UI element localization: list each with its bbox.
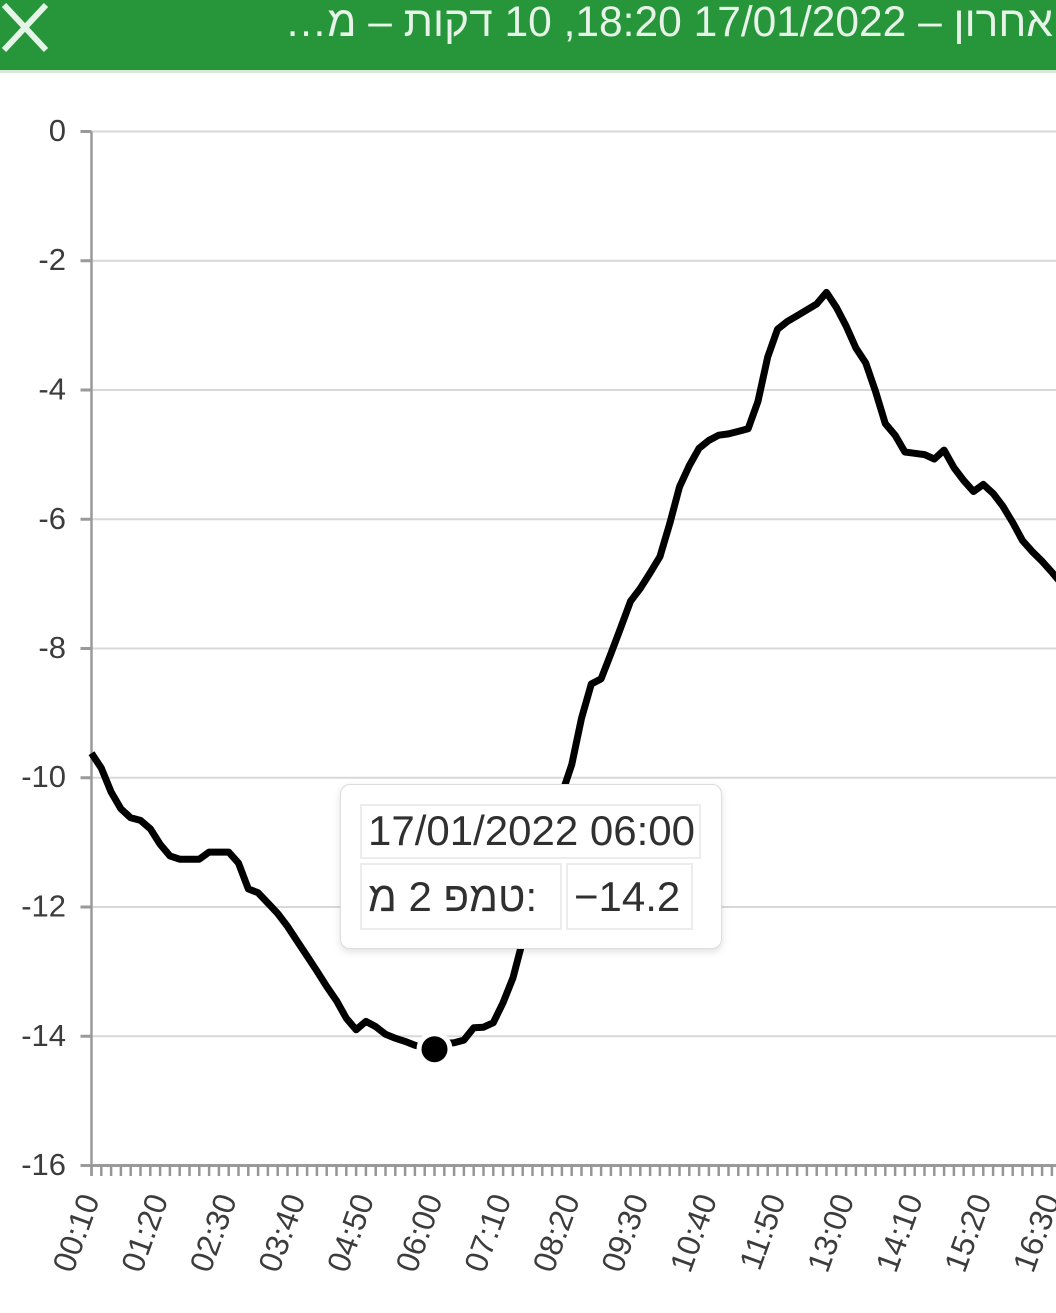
svg-text:-14: -14 bbox=[21, 1018, 66, 1053]
svg-text:-6: -6 bbox=[38, 501, 66, 536]
svg-text:10:40: 10:40 bbox=[663, 1189, 724, 1277]
svg-text:03:40: 03:40 bbox=[251, 1189, 312, 1277]
svg-text:01:20: 01:20 bbox=[114, 1189, 175, 1277]
svg-text:04:50: 04:50 bbox=[320, 1189, 381, 1277]
svg-text:-4: -4 bbox=[38, 372, 66, 407]
svg-text:16:30: 16:30 bbox=[1006, 1189, 1056, 1277]
svg-text:07:10: 07:10 bbox=[457, 1189, 518, 1277]
svg-text:-12: -12 bbox=[21, 889, 66, 924]
svg-text:0: 0 bbox=[49, 113, 66, 148]
svg-text:14:10: 14:10 bbox=[869, 1189, 930, 1277]
svg-text:15:20: 15:20 bbox=[937, 1189, 998, 1277]
svg-text:08:20: 08:20 bbox=[526, 1189, 587, 1277]
svg-text:09:30: 09:30 bbox=[594, 1189, 655, 1277]
svg-text:-10: -10 bbox=[21, 759, 66, 794]
svg-text:-16: -16 bbox=[21, 1147, 66, 1182]
svg-text:02:30: 02:30 bbox=[183, 1189, 244, 1277]
svg-text:00:10: 00:10 bbox=[45, 1189, 106, 1277]
svg-text:-2: -2 bbox=[38, 242, 66, 277]
svg-text:13:00: 13:00 bbox=[800, 1189, 861, 1277]
svg-text:11:50: 11:50 bbox=[732, 1189, 792, 1274]
svg-text:-8: -8 bbox=[38, 630, 66, 665]
svg-text:06:00: 06:00 bbox=[388, 1189, 449, 1277]
